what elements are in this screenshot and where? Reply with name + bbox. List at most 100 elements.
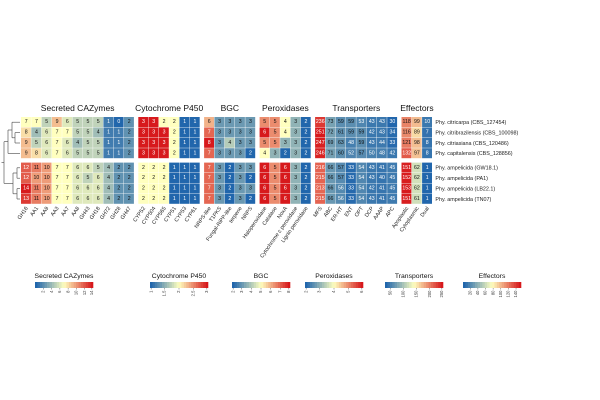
legend-swatch	[244, 282, 247, 288]
heatmap-cell	[179, 183, 190, 194]
heatmap-cell	[21, 137, 31, 148]
cell-value: 56	[338, 186, 344, 192]
heatmap-cell	[148, 127, 159, 138]
heatmap-cell	[62, 162, 73, 173]
heatmap-cell	[269, 137, 280, 148]
cell-value: 43	[379, 119, 385, 125]
cell-value: 2	[228, 186, 231, 192]
heatmap-cell	[158, 137, 169, 148]
heatmap-cell	[235, 173, 245, 183]
heatmap-cell	[346, 183, 356, 194]
heatmap-cell	[214, 193, 225, 204]
legend-swatch	[188, 282, 192, 288]
legend-swatch	[305, 282, 308, 288]
row-label: Phy. ampelicida (PA1)	[435, 176, 488, 182]
legend-swatch	[191, 282, 194, 288]
legend-swatch	[487, 282, 490, 288]
cell-value: 3	[218, 140, 221, 146]
heatmap-cell	[356, 162, 367, 173]
heatmap-cell	[148, 137, 159, 148]
cell-value: 3	[294, 186, 297, 192]
heatmap-cell	[387, 127, 398, 138]
heatmap-cell	[366, 117, 377, 127]
heatmap-cell	[387, 137, 398, 148]
cell-value: 54	[359, 196, 365, 202]
legend-swatch	[348, 282, 352, 288]
legend-swatch	[392, 282, 395, 288]
cell-value: 6	[76, 165, 79, 171]
legend-swatch	[195, 282, 199, 288]
heatmap-cell	[259, 183, 270, 194]
heatmap-cell	[82, 183, 93, 194]
legend-tick-label: 6	[57, 290, 62, 293]
legend-swatch	[200, 282, 204, 288]
cell-value: 10	[34, 175, 40, 181]
cell-value: 4	[35, 130, 38, 136]
legend-swatch	[508, 282, 512, 288]
column-label: NRPS	[241, 206, 255, 222]
cell-value: 14	[23, 186, 29, 192]
heatmap-cell	[315, 127, 325, 138]
heatmap-cell	[21, 127, 31, 138]
legend-tick-label: 1.5	[162, 290, 167, 296]
heatmap-cell	[72, 137, 83, 148]
cell-value: 7	[208, 130, 211, 136]
cell-value: 3	[294, 130, 297, 136]
cell-value: 1	[183, 165, 186, 171]
cell-value: 2	[128, 140, 131, 146]
heatmap-cell	[214, 148, 225, 159]
cell-value: 3	[142, 130, 145, 136]
column-label: OPT	[354, 205, 366, 218]
heatmap-cell	[169, 162, 180, 173]
legend-swatch	[261, 282, 264, 288]
heatmap-cell	[290, 137, 301, 148]
cell-value: 4	[228, 140, 231, 146]
cell-value: 11	[34, 186, 39, 192]
cell-value: 121	[402, 140, 411, 146]
legend-swatch	[489, 282, 493, 288]
cell-value: 43	[369, 175, 375, 181]
cell-value: 7	[66, 130, 69, 136]
cell-value: 45	[389, 196, 395, 202]
heatmap-cell	[411, 137, 422, 148]
column-label: Dual	[420, 206, 431, 219]
cell-value: 13	[23, 196, 29, 202]
legend-tick-label: 4	[331, 290, 336, 293]
cell-value: 3	[249, 186, 252, 192]
heatmap-cell	[214, 117, 225, 127]
cell-value: 62	[414, 165, 420, 171]
heatmap-cell	[224, 137, 235, 148]
cell-value: 3	[249, 140, 252, 146]
heatmap-cell	[124, 127, 134, 138]
legend-swatch	[59, 282, 62, 288]
cell-value: 11	[34, 165, 39, 171]
heatmap-cell	[280, 193, 291, 204]
legend-swatch	[203, 282, 206, 288]
heatmap-cell	[21, 148, 31, 159]
heatmap-cell	[169, 137, 180, 148]
cell-value: 66	[328, 175, 334, 181]
heatmap-cell	[179, 137, 190, 148]
heatmap-cell	[189, 173, 200, 183]
heatmap-cell	[41, 173, 52, 183]
heatmap-cell	[259, 193, 270, 204]
legend-swatch	[268, 282, 271, 288]
legend-swatch	[499, 282, 502, 288]
legend-swatch	[186, 282, 189, 288]
cell-value: 3	[249, 130, 252, 136]
heatmap-cell	[158, 173, 169, 183]
cell-value: 6	[97, 175, 100, 181]
heatmap-cell	[235, 137, 245, 148]
cell-value: 7	[56, 150, 59, 156]
heatmap-cell	[82, 137, 93, 148]
heatmap-cell	[41, 137, 52, 148]
legend-swatch	[504, 282, 507, 288]
cell-value: 1	[107, 119, 110, 125]
legend-swatch	[324, 282, 328, 288]
cell-value: 33	[348, 165, 354, 171]
cell-value: 8	[426, 140, 429, 146]
cell-value: 45	[389, 165, 395, 171]
legend-tick-label: 3	[239, 290, 244, 293]
